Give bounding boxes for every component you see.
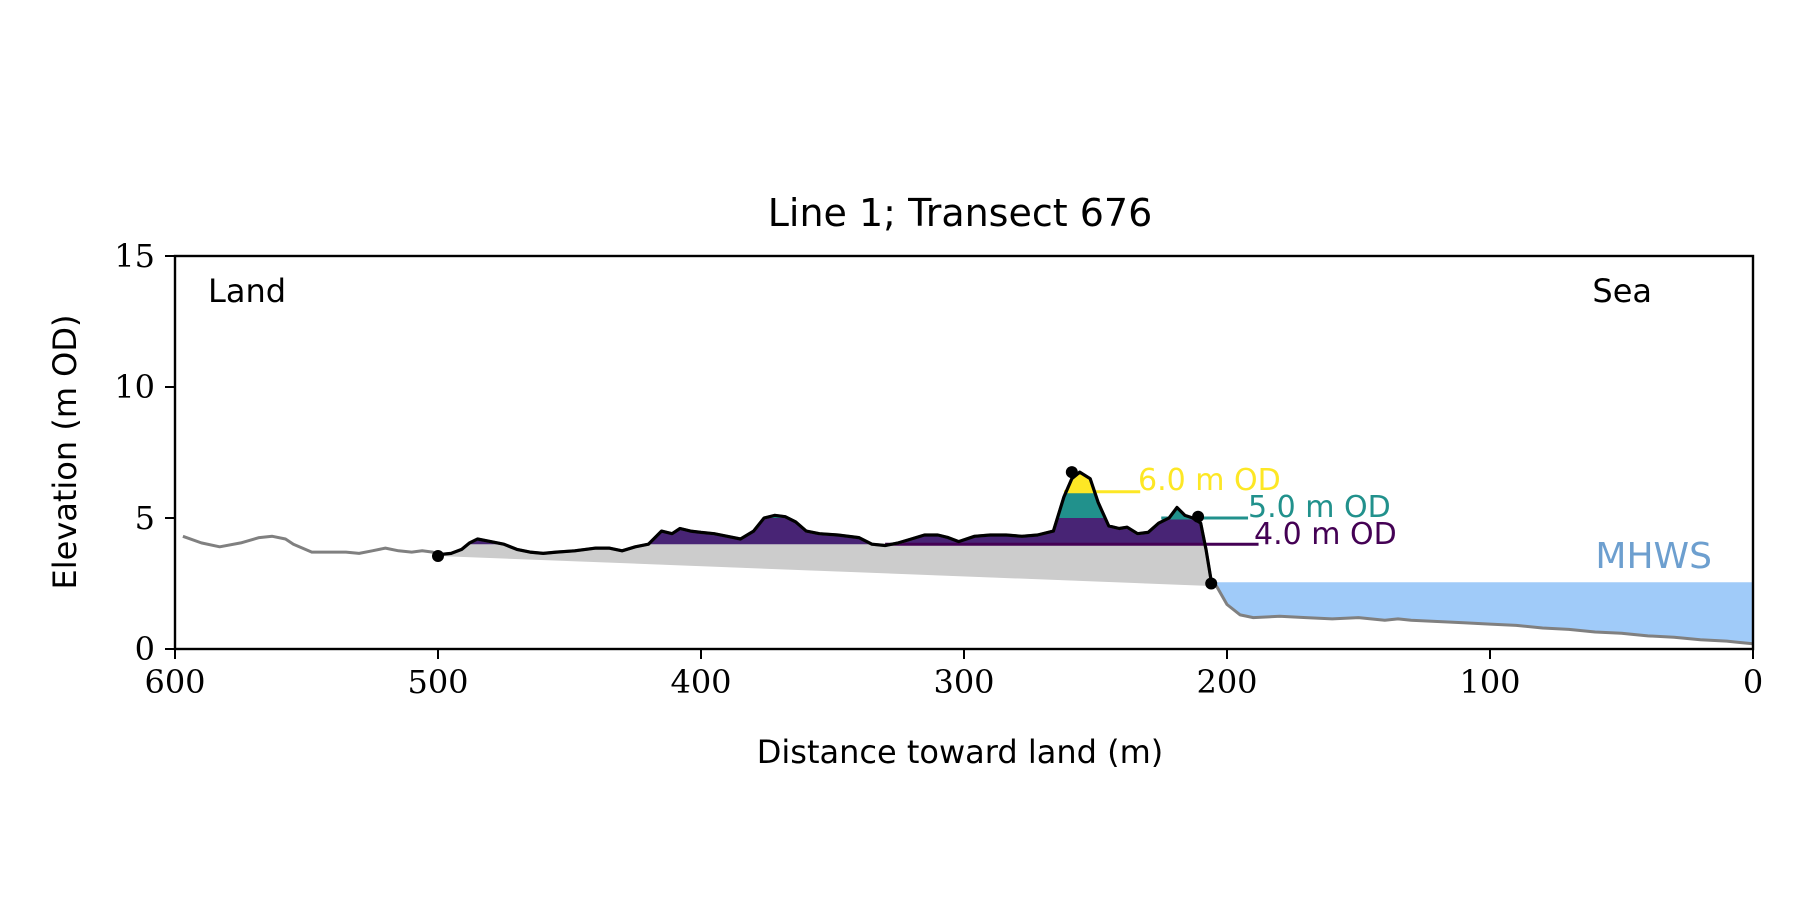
y-tick-label-0: 0 (135, 630, 155, 668)
profile-marker-2 (1192, 510, 1205, 523)
marker-layer (432, 466, 1218, 590)
baseline-fill (438, 472, 1214, 587)
x-tick-label-100: 100 (1459, 663, 1520, 701)
threshold-label-50: 5.0 m OD (1248, 490, 1391, 525)
land-label: Land (208, 272, 286, 310)
threshold-label-40: 4.0 m OD (1254, 517, 1397, 552)
y-axis-label: Elevation (m OD) (46, 315, 84, 590)
threshold-fill-50-1 (1057, 472, 1106, 518)
x-tick-label-300: 300 (933, 663, 994, 701)
axes-layer: 600 500 400 300 200 100 0 0 5 10 15 (114, 237, 1763, 701)
profile-marker-1 (1065, 466, 1078, 479)
x-tick-label-500: 500 (407, 663, 468, 701)
x-tick-label-200: 200 (1196, 663, 1257, 701)
chart-title: Line 1; Transect 676 (768, 191, 1153, 235)
profile-line-highlight (437, 470, 1215, 585)
profile-marker-0 (432, 549, 444, 562)
mhws-sea-fill (1216, 582, 1753, 644)
threshold-fill-40-1 (648, 515, 872, 545)
sea-label: Sea (1592, 272, 1652, 310)
x-axis-label: Distance toward land (m) (757, 733, 1163, 771)
x-tick-label-0: 0 (1743, 663, 1763, 701)
y-tick-label-10: 10 (114, 368, 155, 406)
x-tick-label-600: 600 (144, 663, 205, 701)
threshold-label-60: 6.0 m OD (1138, 463, 1281, 498)
x-tick-label-400: 400 (670, 663, 731, 701)
y-tick-label-15: 15 (114, 237, 155, 275)
y-tick-label-5: 5 (135, 499, 155, 537)
profile-marker-3 (1205, 577, 1218, 590)
mhws-label: MHWS (1595, 536, 1712, 577)
